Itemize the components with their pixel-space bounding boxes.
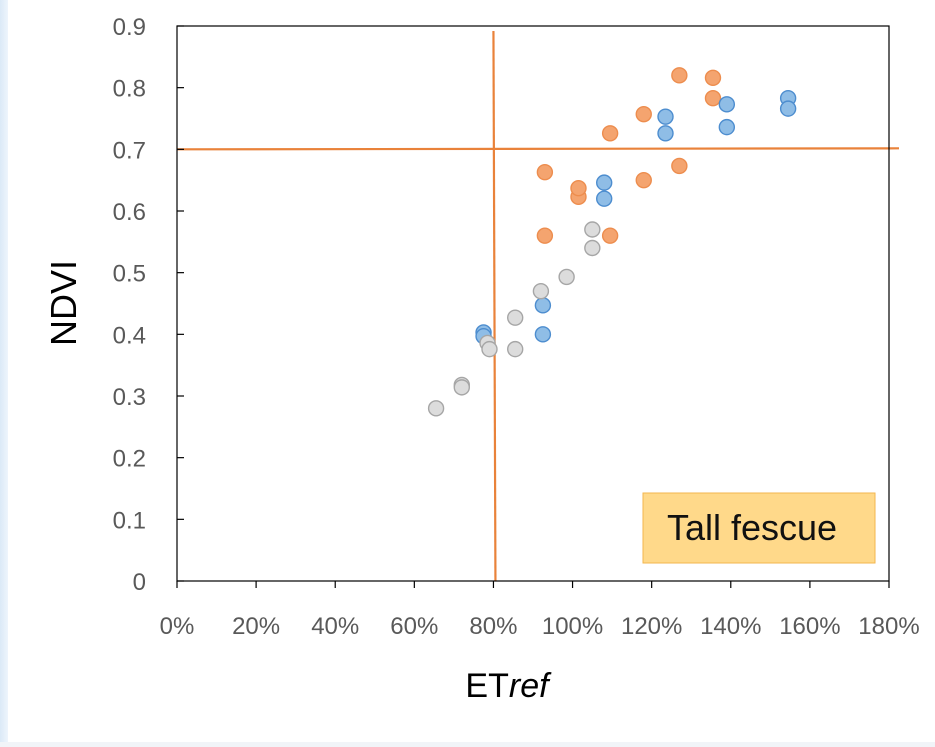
y-tick-label: 0.1 [113, 507, 146, 534]
data-point [635, 171, 652, 189]
data-point [704, 89, 722, 107]
y-tick-label: 0.3 [113, 384, 146, 411]
data-point [534, 326, 552, 343]
data-point [601, 125, 619, 142]
y-tick-label: 0.6 [113, 199, 146, 226]
vertical-reference-line [492, 30, 497, 582]
data-point [536, 163, 554, 181]
data-point [507, 340, 524, 358]
x-axis-label-italic: ref [509, 667, 552, 705]
data-point [596, 174, 613, 191]
data-point [718, 118, 736, 136]
data-point [453, 379, 470, 396]
horizontal-reference-line [176, 147, 900, 151]
data-point [481, 340, 498, 358]
x-tick-label: 140% [700, 613, 761, 640]
data-point [532, 282, 550, 300]
y-axis-ticks: 0 0.1 0.2 0.3 0.4 0.5 0.6 0.7 0.8 0.9 [113, 14, 184, 596]
data-point [558, 268, 575, 286]
bottom-edge-strip [0, 742, 935, 747]
data-point [507, 309, 524, 326]
data-point [427, 400, 445, 417]
data-point [584, 239, 601, 257]
y-axis-label: NDVI [43, 260, 84, 346]
x-tick-label: 180% [858, 613, 919, 640]
annotation-box: Tall fescue [642, 492, 876, 564]
data-point [570, 179, 587, 197]
data-point [635, 105, 652, 123]
y-tick-label: 0.7 [113, 137, 146, 164]
y-tick-label: 0.9 [113, 14, 146, 41]
x-tick-label: 120% [621, 613, 682, 640]
x-tick-label: 40% [311, 613, 359, 640]
data-point [704, 69, 722, 87]
data-point [657, 108, 674, 125]
y-tick-label: 0.5 [113, 261, 146, 288]
plot-area [176, 25, 890, 582]
data-point [584, 221, 601, 238]
data-point [671, 157, 688, 175]
annotation-label: Tall fescue [667, 507, 837, 548]
data-point [657, 125, 674, 142]
data-point [534, 297, 552, 314]
y-tick-label: 0.2 [113, 446, 146, 473]
x-tick-label: 0% [160, 613, 195, 640]
x-axis-label: ETref [465, 667, 552, 705]
data-points [427, 67, 797, 417]
left-edge-strip [0, 0, 8, 747]
y-tick-label: 0 [133, 569, 146, 596]
data-point [601, 227, 619, 244]
x-axis-label-plain: ET [465, 667, 508, 705]
data-point [718, 96, 736, 113]
data-point [596, 190, 613, 207]
y-tick-label: 0.4 [113, 322, 146, 349]
data-point [536, 227, 554, 244]
x-tick-label: 20% [232, 613, 280, 640]
y-tick-label: 0.8 [113, 76, 146, 103]
x-tick-label: 160% [779, 613, 840, 640]
data-point [671, 67, 688, 84]
x-tick-label: 80% [469, 613, 517, 640]
reference-lines [176, 30, 900, 582]
annotation-background [642, 492, 876, 564]
data-point [779, 100, 797, 117]
x-tick-label: 60% [390, 613, 438, 640]
x-axis-ticks: 0% 20% 40% 60% 80% 100% 120% 140% 160% 180% [160, 581, 920, 640]
x-tick-label: 100% [542, 613, 603, 640]
